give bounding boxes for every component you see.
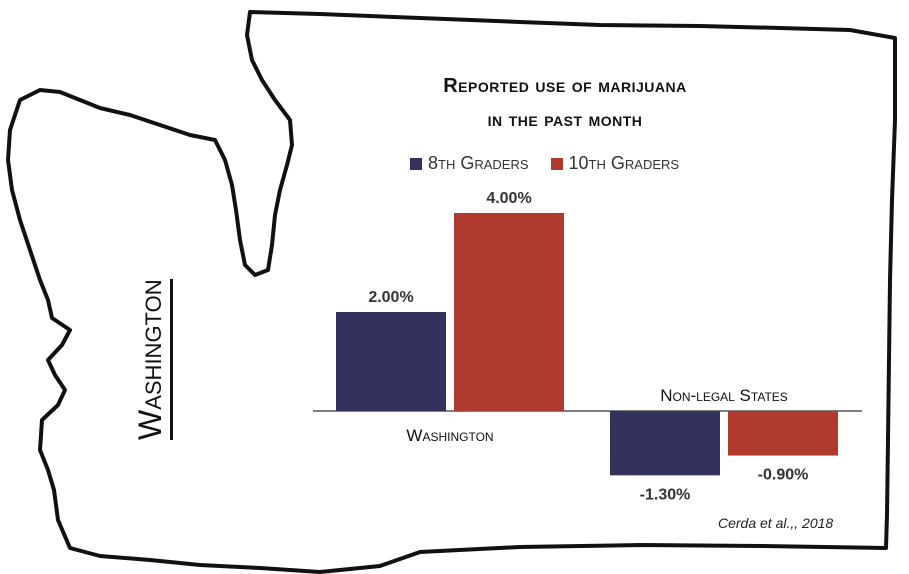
legend-swatch-10th [551,158,563,170]
legend-label-8th: 8th Graders [428,153,529,174]
category-label-non-legal: Non-legal States [660,386,788,405]
bar-8th-non-legal [610,411,720,475]
bar-8th-washington [336,312,446,411]
chart-title-line-1: Reported use of marijuana [330,75,800,98]
category-label-washington: Washington [406,426,493,445]
legend-swatch-8th [410,158,422,170]
data-label-10th-non-legal: -0.90% [758,467,809,484]
citation: Cerda et al.,, 2018 [718,515,833,531]
legend-label-10th: 10th Graders [569,153,680,174]
data-label-8th-washington: 2.00% [368,289,413,306]
data-label-10th-washington: 4.00% [486,190,531,207]
chart-title-line-2: in the past month [330,109,800,132]
bar-10th-washington [454,213,564,411]
bar-10th-non-legal [728,411,838,456]
state-name-label: Washington [132,279,173,440]
chart-legend: 8th Graders 10th Graders [410,153,679,174]
legend-item-10th: 10th Graders [551,153,680,174]
legend-item-8th: 8th Graders [410,153,529,174]
data-label-8th-non-legal: -1.30% [640,486,691,503]
